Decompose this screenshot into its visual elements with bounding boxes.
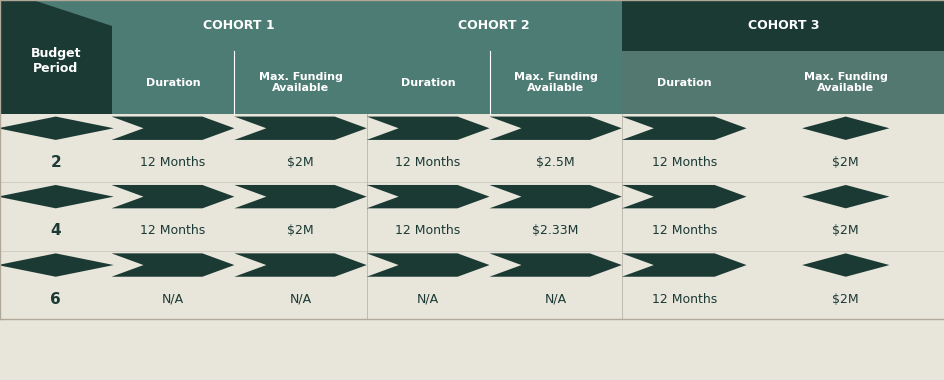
Text: $2M: $2M xyxy=(832,293,858,306)
Text: Max. Funding
Available: Max. Funding Available xyxy=(259,72,342,93)
Text: Max. Funding
Available: Max. Funding Available xyxy=(803,72,886,93)
Text: 12 Months: 12 Months xyxy=(650,156,716,169)
Bar xyxy=(746,51,944,114)
Text: N/A: N/A xyxy=(161,293,184,306)
Polygon shape xyxy=(0,253,113,277)
Text: 12 Months: 12 Months xyxy=(140,156,206,169)
Polygon shape xyxy=(366,117,489,140)
Polygon shape xyxy=(0,185,113,208)
Text: $2M: $2M xyxy=(287,224,313,238)
Bar xyxy=(0,114,944,319)
Text: 12 Months: 12 Months xyxy=(650,224,716,238)
Text: 12 Months: 12 Months xyxy=(395,224,461,238)
Bar xyxy=(111,0,366,51)
Polygon shape xyxy=(33,0,111,26)
Polygon shape xyxy=(111,117,234,140)
Polygon shape xyxy=(621,185,746,208)
Polygon shape xyxy=(489,185,621,208)
Bar xyxy=(0,0,111,114)
Text: 12 Months: 12 Months xyxy=(140,224,206,238)
Polygon shape xyxy=(111,185,234,208)
Text: $2M: $2M xyxy=(832,156,858,169)
Polygon shape xyxy=(234,117,366,140)
Bar xyxy=(366,51,489,114)
Polygon shape xyxy=(366,253,489,277)
Polygon shape xyxy=(111,253,234,277)
Text: N/A: N/A xyxy=(289,293,312,306)
Polygon shape xyxy=(489,253,621,277)
Polygon shape xyxy=(801,117,888,140)
Polygon shape xyxy=(366,185,489,208)
Bar xyxy=(621,0,944,51)
Bar xyxy=(234,51,366,114)
Text: 4: 4 xyxy=(50,223,61,238)
Text: 2: 2 xyxy=(50,155,61,170)
Bar xyxy=(366,0,621,51)
Polygon shape xyxy=(801,253,888,277)
Text: 6: 6 xyxy=(50,292,61,307)
Text: N/A: N/A xyxy=(416,293,439,306)
Polygon shape xyxy=(234,185,366,208)
Text: Duration: Duration xyxy=(400,78,455,88)
Text: Budget
Period: Budget Period xyxy=(30,47,81,75)
Bar xyxy=(111,51,234,114)
Text: N/A: N/A xyxy=(544,293,566,306)
Text: 12 Months: 12 Months xyxy=(395,156,461,169)
Polygon shape xyxy=(801,185,888,208)
Bar xyxy=(489,51,621,114)
Polygon shape xyxy=(234,253,366,277)
Text: $2.5M: $2.5M xyxy=(536,156,574,169)
Text: $2M: $2M xyxy=(832,224,858,238)
Text: 12 Months: 12 Months xyxy=(650,293,716,306)
Polygon shape xyxy=(621,117,746,140)
Polygon shape xyxy=(621,253,746,277)
Text: $2M: $2M xyxy=(287,156,313,169)
Bar xyxy=(621,51,746,114)
Text: COHORT 2: COHORT 2 xyxy=(458,19,530,32)
Polygon shape xyxy=(0,117,113,140)
Text: Duration: Duration xyxy=(145,78,200,88)
Text: COHORT 1: COHORT 1 xyxy=(203,19,275,32)
Text: Max. Funding
Available: Max. Funding Available xyxy=(514,72,597,93)
Polygon shape xyxy=(489,117,621,140)
Text: $2.33M: $2.33M xyxy=(531,224,579,238)
Text: Duration: Duration xyxy=(656,78,711,88)
Text: COHORT 3: COHORT 3 xyxy=(747,19,818,32)
